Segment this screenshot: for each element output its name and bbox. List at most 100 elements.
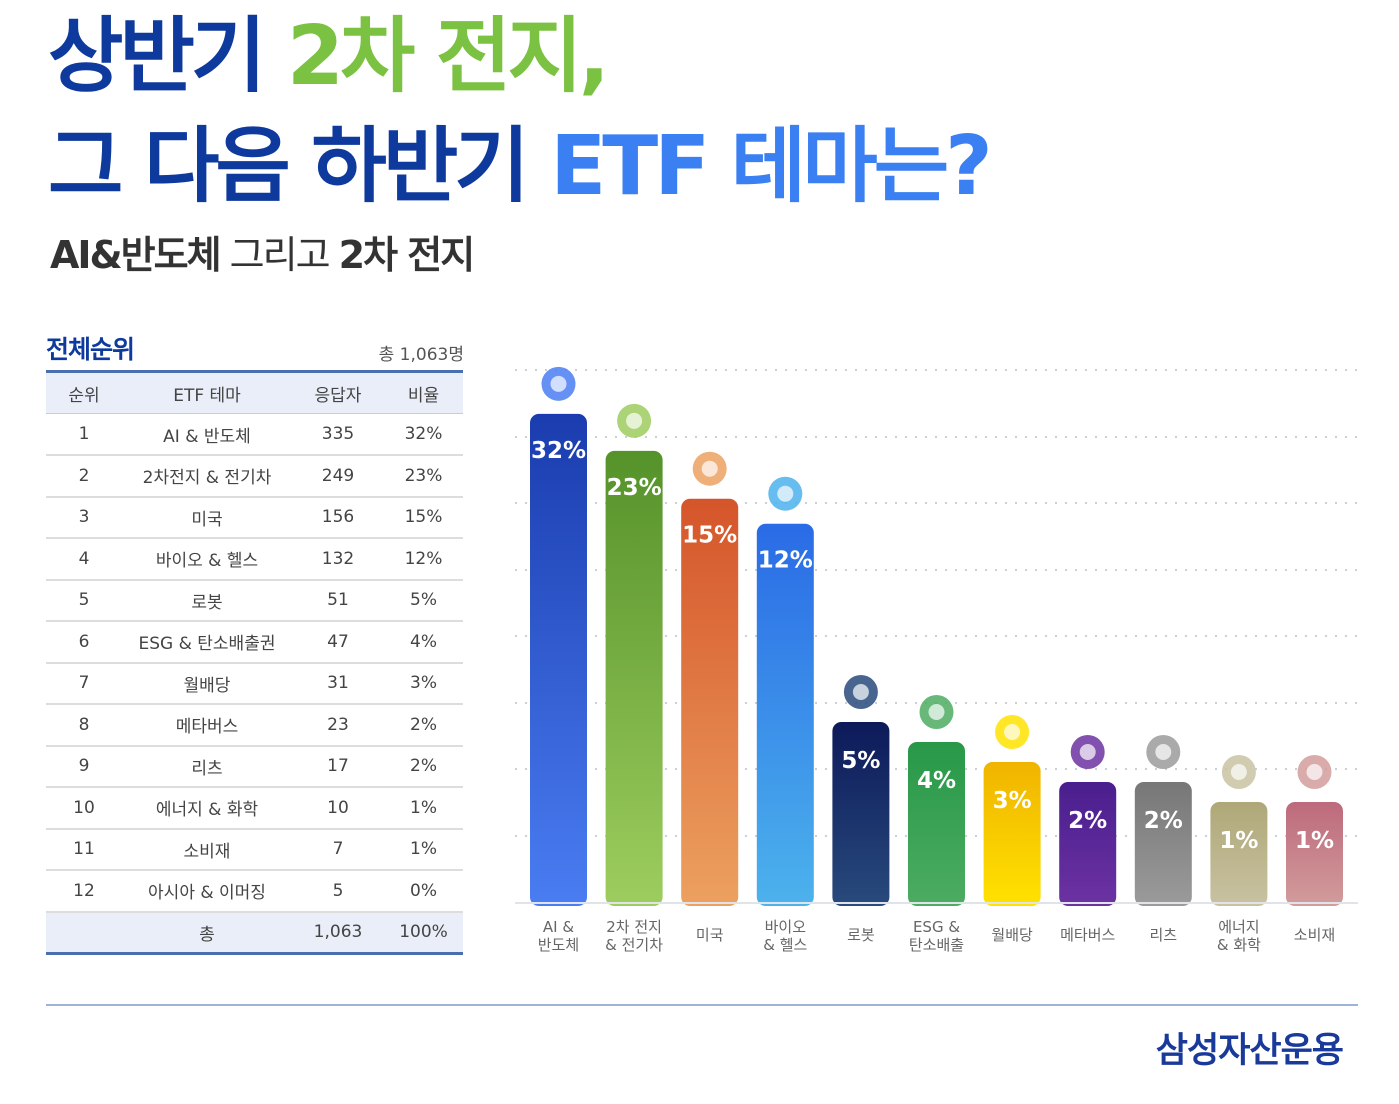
house-icon bbox=[1146, 735, 1181, 769]
bar-value-label: 2% bbox=[1144, 808, 1183, 834]
category-label: 바이오 bbox=[765, 918, 807, 936]
table-cell: 132 bbox=[292, 538, 384, 581]
subtitle: AI&반도체 그리고 2차 전지 bbox=[50, 233, 475, 277]
bar-value-label: 1% bbox=[1295, 828, 1334, 854]
table-row: 3 미국 156 15% bbox=[46, 496, 463, 539]
table-cell: 6 bbox=[46, 621, 122, 664]
bar bbox=[908, 742, 965, 906]
table-cell: 4 bbox=[46, 538, 122, 581]
table-cell: 2% bbox=[384, 704, 463, 747]
bar bbox=[756, 523, 814, 906]
category-label: 월배당 bbox=[991, 926, 1033, 944]
table-row: 6 ESG & 탄소배출권 47 4% bbox=[46, 621, 463, 664]
table-cell: 23 bbox=[292, 704, 384, 747]
table-cell: 10 bbox=[292, 787, 384, 830]
table-cell: 51 bbox=[292, 579, 384, 622]
bar-value-label: 2% bbox=[1068, 808, 1107, 834]
category-label: 소비재 bbox=[1294, 926, 1335, 944]
table-cell: 3 bbox=[46, 496, 122, 539]
table-cell: 미국 bbox=[122, 496, 292, 539]
category-label: ESG & bbox=[913, 918, 960, 936]
table-cell: 5% bbox=[384, 579, 463, 622]
table-cell: 에너지 & 화학 bbox=[122, 787, 292, 830]
table-cell: 총 bbox=[122, 911, 292, 955]
table-cell: 11 bbox=[46, 828, 122, 871]
category-label: 반도체 bbox=[538, 936, 579, 954]
table-cell: 100% bbox=[384, 911, 463, 955]
table-cell: 249 bbox=[292, 455, 384, 498]
table-cell: 1 bbox=[46, 413, 122, 456]
samsung-asset-logo: 삼성자산운용 bbox=[1155, 1031, 1344, 1071]
table-cell: 소비재 bbox=[122, 828, 292, 871]
bar-value-label: 3% bbox=[993, 788, 1032, 814]
table-cell: 7 bbox=[46, 662, 122, 705]
table-title: 전체순위 bbox=[46, 335, 135, 364]
table-cell: 9 bbox=[46, 745, 122, 788]
bar-value-label: 12% bbox=[758, 548, 813, 574]
category-label: 로봇 bbox=[847, 926, 875, 944]
table-cell: 4% bbox=[384, 621, 463, 664]
shopping-basket-icon bbox=[1297, 755, 1332, 789]
table-row: 7 월배당 31 3% bbox=[46, 662, 463, 705]
table-cell: 바이오 & 헬스 bbox=[122, 538, 292, 581]
bar bbox=[681, 498, 739, 906]
category-label: 탄소배출 bbox=[909, 936, 964, 954]
table-cell: 10 bbox=[46, 787, 122, 830]
atom-icon bbox=[1221, 755, 1256, 789]
table-cell: 15% bbox=[384, 496, 463, 539]
table-cell: 17 bbox=[292, 745, 384, 788]
table-cell: 8 bbox=[46, 704, 122, 747]
vr-headset-icon bbox=[1070, 735, 1105, 769]
table-total-row: 총 1,063 100% bbox=[46, 911, 463, 955]
category-label: & 헬스 bbox=[763, 936, 807, 954]
category-label: AI & bbox=[543, 918, 574, 936]
bar-value-label: 23% bbox=[607, 475, 662, 501]
table-cell: AI & 반도체 bbox=[122, 413, 292, 456]
category-label: & 화학 bbox=[1217, 936, 1261, 954]
table-header-row: 순위 ETF 테마 응답자 비율 bbox=[46, 370, 463, 414]
bar-chart: 32% AI &반도체 23% 2차 전지& 전기차 15% 미국 12% 바이오& 헬스 5%… bbox=[515, 366, 1360, 954]
bar bbox=[530, 413, 587, 906]
table-cell: 5 bbox=[46, 579, 122, 622]
total-respondents: 총 1,063명 bbox=[378, 345, 464, 365]
table-cell: ESG & 탄소배출권 bbox=[122, 621, 292, 664]
table-cell: 335 bbox=[292, 413, 384, 456]
col-ratio: 비율 bbox=[384, 370, 463, 414]
table-cell: 리츠 bbox=[122, 745, 292, 788]
col-rank: 순위 bbox=[46, 370, 122, 414]
table-cell: 32% bbox=[384, 413, 463, 456]
bar-value-label: 5% bbox=[841, 748, 880, 774]
table-row: 8 메타버스 23 2% bbox=[46, 704, 463, 747]
category-label: 에너지 bbox=[1218, 918, 1259, 936]
x-axis bbox=[515, 902, 1358, 904]
table-row: 9 리츠 17 2% bbox=[46, 745, 463, 788]
category-label: 리츠 bbox=[1149, 926, 1177, 944]
table-row: 4 바이오 & 헬스 132 12% bbox=[46, 538, 463, 581]
table-cell: 2% bbox=[384, 745, 463, 788]
bar-value-label: 32% bbox=[531, 438, 586, 464]
table-cell: 1% bbox=[384, 828, 463, 871]
table-cell: 아시아 & 이머징 bbox=[122, 870, 292, 913]
bar-value-label: 15% bbox=[682, 523, 737, 549]
col-theme: ETF 테마 bbox=[122, 370, 292, 414]
table-row: 2 2차전지 & 전기차 249 23% bbox=[46, 455, 463, 498]
category-label: 2차 전지 bbox=[606, 918, 662, 936]
title-line-1: 상반기 2차 전지, bbox=[48, 9, 610, 104]
table-row: 10 에너지 & 화학 10 1% bbox=[46, 787, 463, 830]
table-row: 5 로봇 51 5% bbox=[46, 579, 463, 622]
table-cell: 월배당 bbox=[122, 662, 292, 705]
table-row: 1 AI & 반도체 335 32% bbox=[46, 413, 463, 456]
table-cell: 1,063 bbox=[292, 911, 384, 955]
table-cell: 5 bbox=[292, 870, 384, 913]
col-respondents: 응답자 bbox=[292, 370, 384, 414]
table-cell: 2차전지 & 전기차 bbox=[122, 455, 292, 498]
us-flag-icon bbox=[692, 451, 727, 486]
molecule-icon bbox=[768, 476, 803, 511]
bar bbox=[605, 450, 663, 906]
table-cell: 31 bbox=[292, 662, 384, 705]
bar bbox=[832, 722, 890, 906]
table-cell: 12% bbox=[384, 538, 463, 581]
sprout-icon bbox=[919, 695, 954, 729]
table-cell: 2 bbox=[46, 455, 122, 498]
category-label: 메타버스 bbox=[1060, 926, 1115, 944]
